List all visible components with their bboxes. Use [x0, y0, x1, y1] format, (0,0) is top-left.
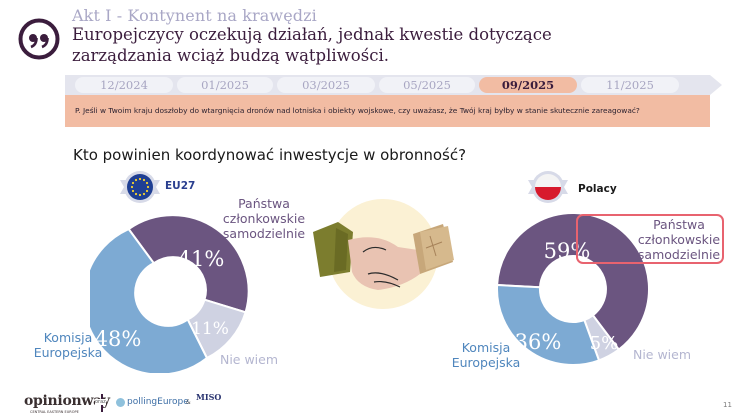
eu-member-states-label: Państwa członkowskie samodzielnie [222, 196, 306, 241]
pl-dontknow-pct: 5% [590, 333, 619, 354]
section-title: Akt I - Kontynent na krawędzi [72, 6, 317, 25]
handshake-illustration [313, 199, 454, 309]
miso-logo: MISO [196, 392, 222, 402]
eu-commission-pct: 48% [95, 327, 142, 351]
eu-member-pct: 41% [178, 247, 225, 271]
footer-connector: oraz [95, 399, 106, 405]
pl-slice-member-states [496, 211, 650, 352]
opinionway-sub: CENTRAL EASTERN EUROPE [30, 410, 79, 414]
footer-amp: & [186, 399, 191, 406]
quote-icon [18, 18, 60, 60]
pl-commission-pct: 36% [515, 330, 562, 354]
timeline: 12/2024 01/2025 03/2025 05/2025 09/2025 … [65, 75, 710, 95]
timeline-item-12-2024[interactable]: 12/2024 [75, 77, 173, 93]
eu-dontknow-label: Nie wiem [219, 352, 279, 367]
timeline-item-03-2025[interactable]: 03/2025 [277, 77, 375, 93]
pl-commission-label: Komisja Europejska [451, 340, 521, 370]
timeline-item-11-2025[interactable]: 11/2025 [581, 77, 679, 93]
pl-member-states-label: Państwa członkowskie samodzielnie [637, 217, 721, 262]
timeline-item-01-2025[interactable]: 01/2025 [177, 77, 273, 93]
poland-flag-icon [528, 171, 568, 203]
polacy-label: Polacy [578, 183, 617, 195]
eu-flag-icon [120, 171, 160, 203]
headline-line-2: zarządzania wciąż budzą wątpliwości. [72, 46, 389, 65]
eu-slice-commission [90, 227, 209, 373]
eu27-label: EU27 [165, 180, 196, 192]
headline-line-1: Europejczycy oczekują działań, jednak kw… [72, 25, 552, 44]
chart-subtitle: Kto powinien koordynować inwestycje w ob… [73, 146, 467, 164]
eu-slice-member-states [127, 214, 250, 314]
polling-europe-logo: pollingEurope [127, 397, 189, 407]
timeline-item-09-2025[interactable]: 09/2025 [479, 77, 577, 93]
eu-commission-label: Komisja Europejska [33, 330, 103, 360]
page-number: 11 [723, 401, 732, 409]
page-title: Europejczycy oczekują działań, jednak kw… [72, 24, 712, 66]
pl-dontknow-label: Nie wiem [632, 347, 692, 362]
polacy-donut-chart: 59% 5% 36% [496, 211, 650, 366]
polling-europe-icon [116, 398, 125, 407]
highlight-box [576, 214, 724, 264]
pl-slice-commission [496, 283, 601, 366]
eu27-donut-chart: 41% 11% 48% [90, 214, 250, 373]
timeline-item-05-2025[interactable]: 05/2025 [379, 77, 475, 93]
survey-question: P. Jeśli w Twoim kraju doszłoby do wtarg… [65, 95, 710, 127]
opinionway-logo: opinionway [24, 393, 110, 409]
eu-dontknow-pct: 11% [191, 319, 229, 339]
timeline-arrow-icon [710, 75, 722, 95]
